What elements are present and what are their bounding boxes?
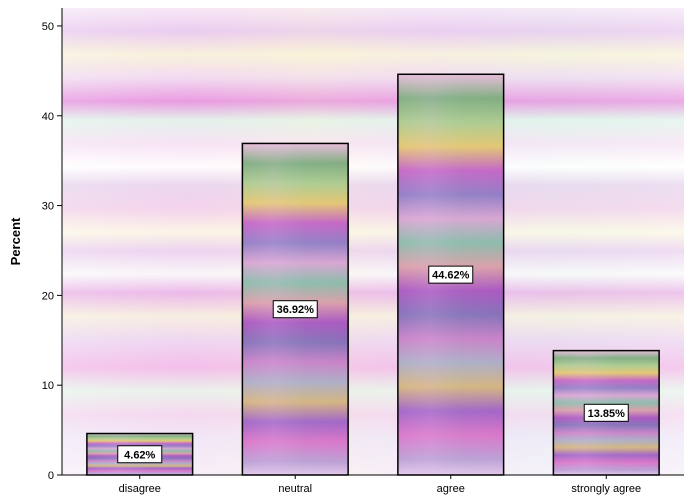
x-tick-label: disagree [119,483,161,495]
data-label: 44.62% [432,270,470,282]
x-tick-label: strongly agree [571,483,641,495]
y-tick-label: 40 [42,111,54,123]
data-label-box [117,445,163,464]
x-tick-label: agree [437,483,465,495]
x-axis: disagree neutral agree strongly agree [62,474,684,495]
y-tick-label: 30 [42,201,54,213]
data-labels: 4.62% 36.92% 44.62% 13.85% [117,265,629,464]
y-tick-label: 20 [42,290,54,302]
data-label: 13.85% [588,408,626,420]
y-tick-label: 10 [42,380,54,392]
y-axis: 0 10 20 30 40 50 [42,8,63,482]
data-label-box [428,265,474,284]
data-label-box [272,300,318,319]
data-label: 36.92% [277,304,315,316]
y-tick-label: 0 [48,470,54,482]
data-label: 4.62% [124,449,155,461]
y-axis-title: Percent [8,217,23,265]
y-tick-label: 50 [42,21,54,33]
data-label-box [583,403,629,422]
bars [86,73,660,476]
x-tick-label: neutral [278,483,312,495]
